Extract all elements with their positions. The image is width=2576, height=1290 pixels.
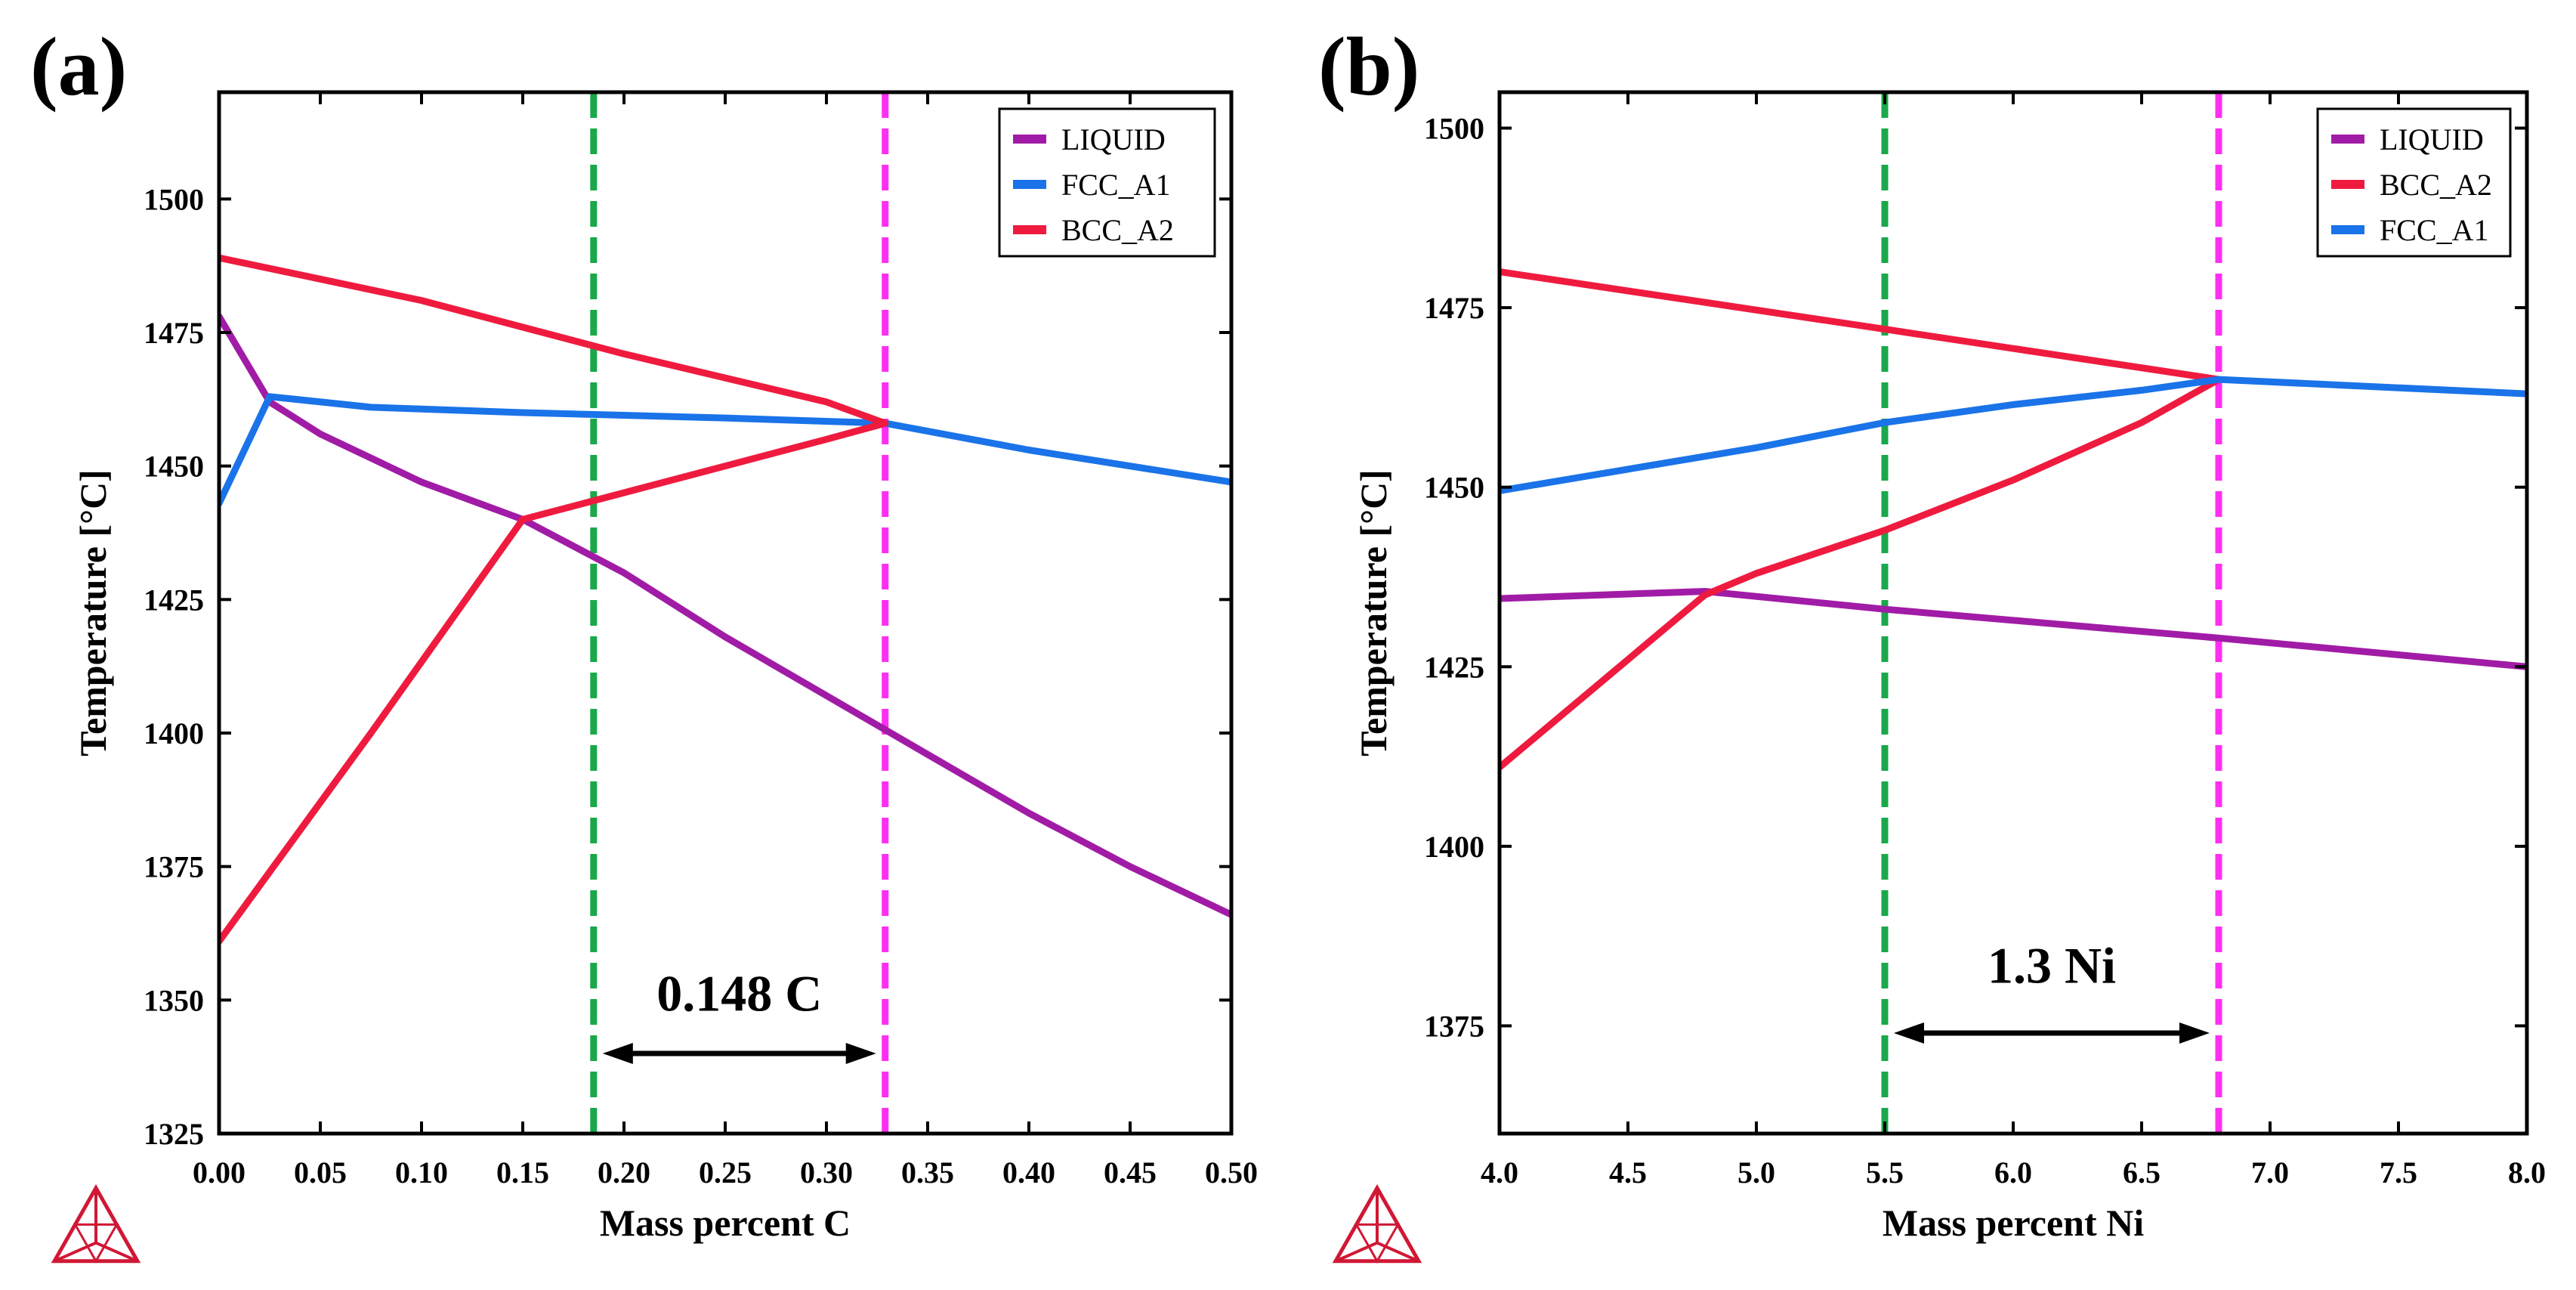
panel-b-ytick-label: 1450	[1424, 471, 1484, 505]
panel-b-ytick-label: 1400	[1424, 830, 1484, 864]
panel-a-xtick-label: 0.45	[1104, 1155, 1157, 1189]
panel-a-xtick-label: 0.20	[598, 1155, 650, 1189]
panel-a-ytick-label: 1350	[144, 983, 204, 1017]
panel-a-xtick-label: 0.15	[496, 1155, 549, 1189]
panel-b-ytick-label: 1475	[1424, 291, 1484, 325]
panel-b-xlabel: Mass percent Ni	[1883, 1202, 2144, 1244]
panel-b-series-liquid-1	[1500, 588, 2527, 670]
panel-b-annotation-label: 1.3 Ni	[1988, 936, 2116, 994]
panel-a-xtick-label: 0.30	[800, 1155, 853, 1189]
panel-a-ytick-label: 1325	[144, 1117, 204, 1151]
panel-a-xtick-label: 0.10	[395, 1155, 448, 1189]
panel-a-xtick-label: 0.00	[193, 1155, 246, 1189]
panel-b-legend-label-fcc-a1: FCC_A1	[2380, 213, 2489, 247]
panel-b-xtick-label: 4.5	[1609, 1155, 1647, 1189]
panel-a-ytick-label: 1450	[144, 450, 204, 484]
panel-b-annotation-arrowhead-right	[2179, 1022, 2210, 1044]
panel-b: (b) 4.0 4.5 5.0 5.5 6.0 6.5 7.0 7.5 8.0 1375 1400 14…	[1318, 20, 2546, 1264]
panel-a-series-bcc-a2-1	[219, 254, 889, 427]
panel-b-plot-area	[1500, 268, 2527, 771]
panel-a-series-liquid-1	[219, 313, 1231, 918]
panel-b-xtick-label: 8.0	[2508, 1155, 2546, 1189]
panel-b-annotation: 1.3 Ni	[1894, 936, 2210, 1044]
panel-b-xtick-label: 6.0	[1994, 1155, 2032, 1189]
thermo-calc-triangle-logo	[1332, 1183, 1422, 1264]
panel-b-series-bcc-a2-1	[1500, 268, 2222, 383]
panel-a-annotation-label: 0.148 C	[656, 964, 822, 1022]
panel-a-annotation-arrowhead-right	[845, 1043, 876, 1064]
panel-a-label: (a)	[30, 20, 127, 113]
panel-b-series-bcc-a2-2	[1500, 376, 2222, 771]
panel-b-ytick-label: 1375	[1424, 1009, 1484, 1043]
panel-b-series-fcc-a1-2	[2215, 376, 2527, 398]
panel-b-ylabel: Temperature [°C]	[1352, 469, 1395, 756]
panel-a-xlabel: Mass percent C	[600, 1202, 851, 1244]
panel-b-xtick-label: 5.5	[1866, 1155, 1904, 1189]
panel-a-ylabel: Temperature [°C]	[72, 469, 114, 756]
panel-b-series-fcc-a1-1	[1500, 376, 2222, 494]
panel-a-annotation-arrowhead-left	[602, 1043, 633, 1064]
panel-a-xtick-label: 0.25	[699, 1155, 752, 1189]
panel-a-ytick-label: 1375	[144, 850, 204, 884]
panel-b-label: (b)	[1318, 20, 1419, 113]
panel-a-xtick-label: 0.35	[901, 1155, 954, 1189]
panel-a-legend-label-fcc-a1: FCC_A1	[1061, 168, 1171, 202]
panel-a-xtick-label: 0.40	[1002, 1155, 1055, 1189]
panel-a-legend: LIQUID FCC_A1 BCC_A2	[998, 107, 1216, 258]
panel-b-ytick-label: 1500	[1424, 112, 1484, 146]
panel-b-legend-label-liquid: LIQUID	[2380, 122, 2484, 156]
panel-b-xtick-label: 7.0	[2251, 1155, 2289, 1189]
panel-a-series-bcc-a2-2	[219, 419, 889, 945]
panel-b-legend-label-bcc-a2: BCC_A2	[2380, 168, 2492, 202]
thermo-calc-triangle-logo	[51, 1183, 141, 1264]
panel-a-ytick-label: 1425	[144, 583, 204, 617]
panel-b-xtick-label: 4.0	[1481, 1155, 1518, 1189]
panel-a-xtick-label: 0.05	[294, 1155, 347, 1189]
panel-a-annotation: 0.148 C	[602, 964, 876, 1064]
panel-b-xtick-label: 5.0	[1737, 1155, 1775, 1189]
panel-b-xtick-label: 6.5	[2123, 1155, 2161, 1189]
panel-a-xtick-label: 0.50	[1205, 1155, 1258, 1189]
panel-a-ytick-label: 1400	[144, 716, 204, 750]
panel-a-series-fcc-a1-1	[219, 393, 889, 507]
panel-b-legend: LIQUID BCC_A2 FCC_A1	[2316, 107, 2512, 258]
panel-a-ytick-label: 1500	[144, 182, 204, 216]
panel-b-xtick-label: 7.5	[2380, 1155, 2417, 1189]
panel-b-annotation-arrowhead-left	[1894, 1022, 1924, 1044]
panel-a-plot-area	[219, 254, 1231, 945]
panel-b-ytick-label: 1425	[1424, 650, 1484, 684]
panel-a-ytick-label: 1475	[144, 316, 204, 350]
panel-a-legend-label-liquid: LIQUID	[1061, 122, 1166, 156]
panel-a: (a) 0.00 0.05 0.10 0.15 0.20 0.25 0.30 0.35 0.40 0…	[30, 20, 1258, 1264]
panel-a-legend-label-bcc-a2: BCC_A2	[1061, 213, 1174, 247]
panel-a-series-fcc-a1-2	[882, 419, 1231, 486]
